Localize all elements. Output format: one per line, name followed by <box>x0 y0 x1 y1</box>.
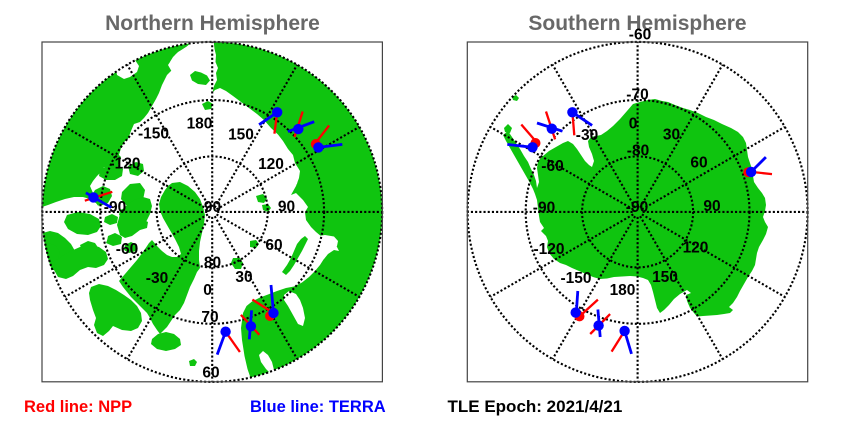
svg-text:120: 120 <box>683 239 709 256</box>
svg-text:Red line: NPP: Red line: NPP <box>24 398 132 416</box>
svg-text:60: 60 <box>202 364 219 381</box>
svg-text:-120: -120 <box>109 155 140 172</box>
svg-text:-60: -60 <box>541 158 563 175</box>
svg-text:150: 150 <box>652 269 678 286</box>
svg-text:-30: -30 <box>146 270 168 287</box>
svg-text:-90: -90 <box>626 199 648 216</box>
svg-text:-60: -60 <box>116 241 138 258</box>
svg-text:-60: -60 <box>629 27 651 44</box>
svg-text:-90: -90 <box>104 199 126 216</box>
svg-text:90: 90 <box>703 198 720 215</box>
svg-text:-80: -80 <box>627 142 649 159</box>
svg-text:180: 180 <box>187 115 213 132</box>
svg-text:0: 0 <box>203 282 212 299</box>
svg-text:Blue line: TERRA: Blue line: TERRA <box>250 398 386 416</box>
svg-text:180: 180 <box>610 282 636 299</box>
svg-text:-90: -90 <box>533 199 555 216</box>
svg-text:80: 80 <box>204 254 221 271</box>
svg-text:150: 150 <box>228 126 254 143</box>
svg-text:90: 90 <box>278 198 295 215</box>
svg-text:120: 120 <box>258 156 284 173</box>
svg-text:-150: -150 <box>560 270 591 287</box>
svg-text:60: 60 <box>690 154 707 171</box>
svg-text:30: 30 <box>235 269 252 286</box>
svg-text:90: 90 <box>204 199 221 216</box>
svg-text:70: 70 <box>201 309 218 326</box>
svg-text:TLE Epoch: 2021/4/21: TLE Epoch: 2021/4/21 <box>448 397 623 416</box>
svg-text:-70: -70 <box>626 86 648 103</box>
svg-text:Northern Hemisphere: Northern Hemisphere <box>105 12 320 35</box>
svg-text:Southern Hemisphere: Southern Hemisphere <box>528 12 746 35</box>
svg-text:-120: -120 <box>533 241 564 258</box>
svg-text:60: 60 <box>265 237 282 254</box>
svg-text:-30: -30 <box>576 127 598 144</box>
svg-text:30: 30 <box>663 126 680 143</box>
svg-text:0: 0 <box>629 115 638 132</box>
svg-text:-150: -150 <box>138 125 169 142</box>
